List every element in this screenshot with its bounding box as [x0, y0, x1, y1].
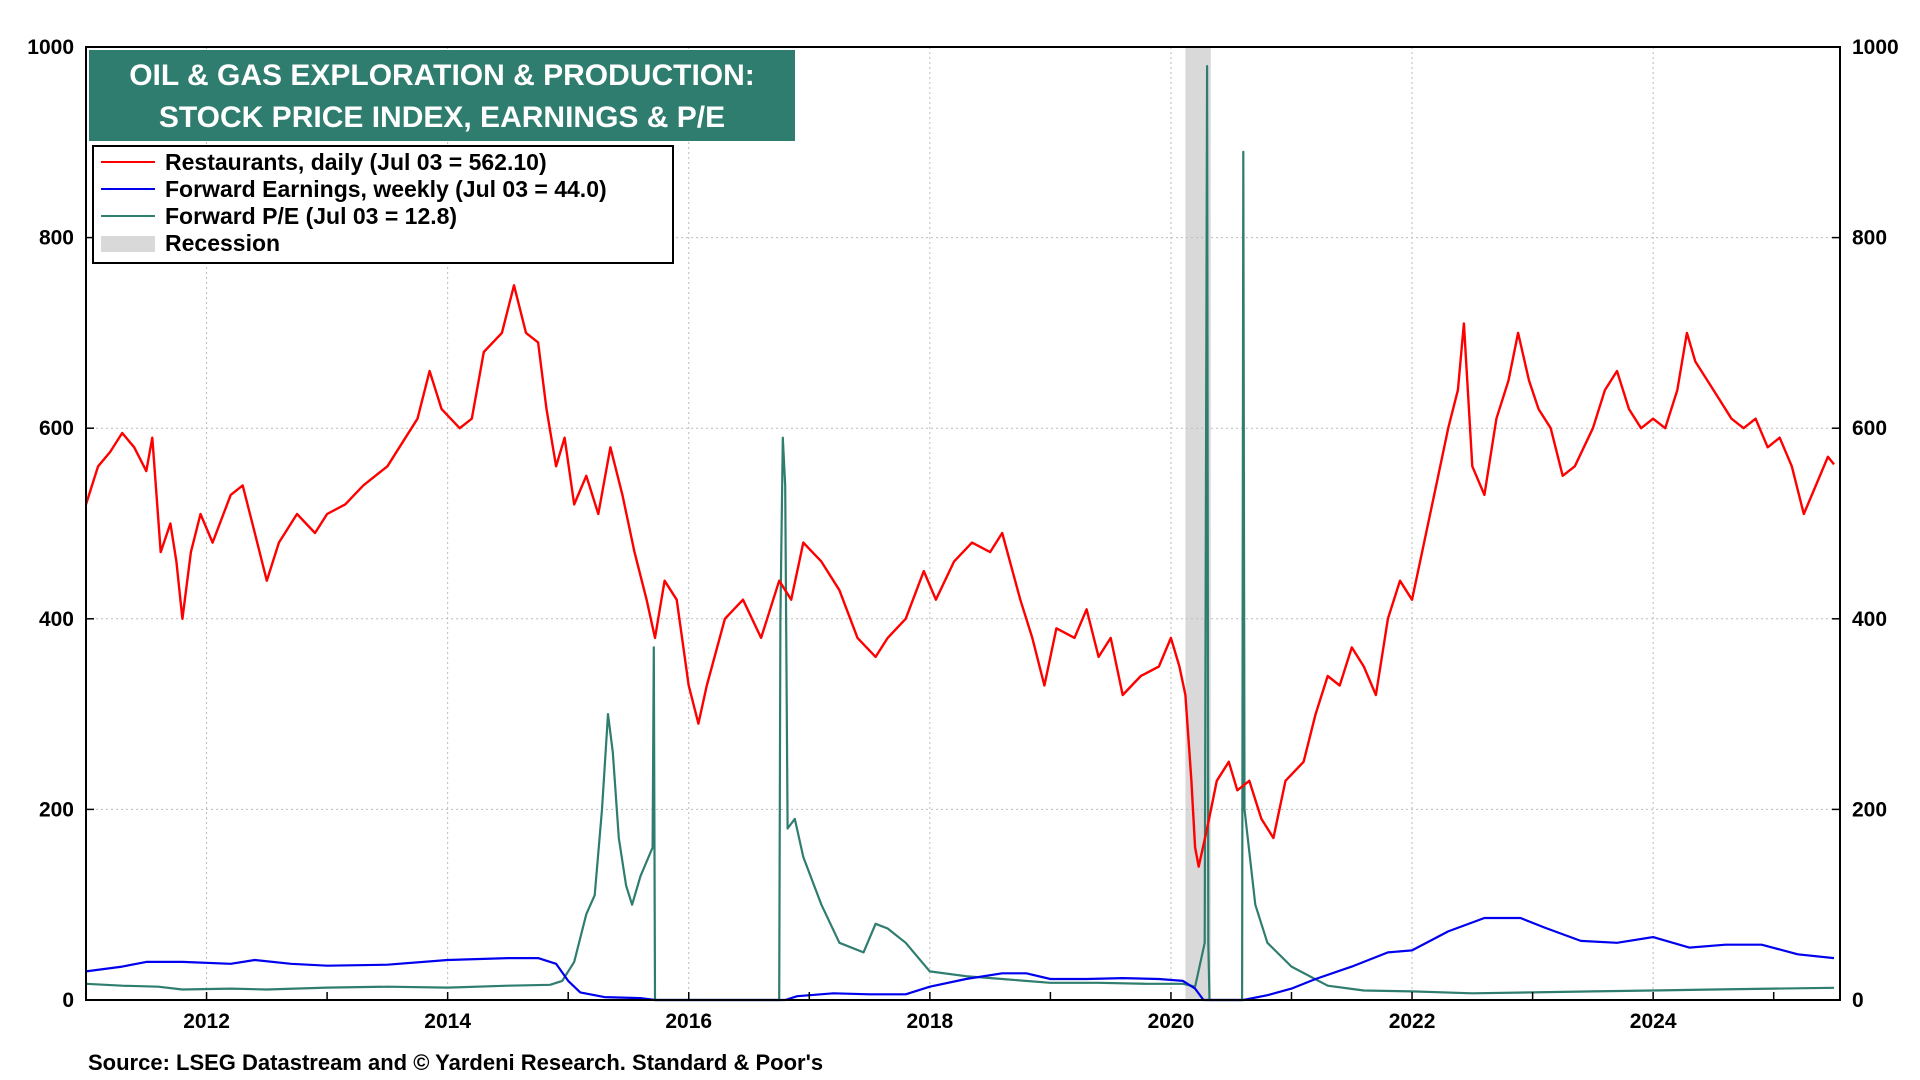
legend-label-restaurants: Restaurants, daily (Jul 03 = 562.10) [165, 149, 547, 175]
x-tick-label: 2016 [665, 1010, 712, 1033]
legend-label-recession: Recession [165, 230, 280, 256]
x-tick-label: 2018 [906, 1010, 953, 1033]
series-line-restaurants [84, 284, 1835, 868]
x-tick-label: 2024 [1630, 1010, 1677, 1033]
x-tick-label: 2022 [1389, 1010, 1436, 1033]
gridlines [86, 47, 1840, 1000]
y-tick-label-right: 400 [1852, 608, 1887, 631]
y-axis-left: 0 200 400 600 800 1000 [27, 36, 74, 1012]
chart-title-box: OIL & GAS EXPLORATION & PRODUCTION: STOC… [89, 50, 795, 141]
y-tick-label-left: 1000 [27, 36, 74, 59]
legend-swatch-recession [101, 236, 155, 252]
y-tick-label-right: 0 [1852, 989, 1864, 1012]
y-tick-label-right: 800 [1852, 227, 1887, 250]
series-line-forward-pe [85, 65, 1835, 1002]
tick-marks [85, 46, 1840, 1001]
legend-box [92, 145, 674, 264]
source-note: Source: LSEG Datastream and © Yardeni Re… [88, 1050, 823, 1075]
y-tick-label-left: 800 [39, 227, 74, 250]
y-tick-label-right: 600 [1852, 417, 1887, 440]
legend-label-forward-earnings: Forward Earnings, weekly (Jul 03 = 44.0) [165, 176, 607, 202]
series-layer [84, 65, 1835, 1002]
y-tick-label-left: 600 [39, 417, 74, 440]
y-tick-label-right: 200 [1852, 798, 1887, 821]
chart-title-line-1: OIL & GAS EXPLORATION & PRODUCTION: [129, 59, 755, 92]
plot-frame [85, 46, 1841, 1001]
x-axis: 2012 2014 2016 2018 2020 2022 2024 [183, 1010, 1677, 1033]
x-tick-label: 2012 [183, 1010, 230, 1033]
legend-label-forward-pe: Forward P/E (Jul 03 = 12.8) [165, 203, 457, 229]
y-tick-label-left: 200 [39, 798, 74, 821]
series-line-forward-earnings [85, 916, 1835, 1002]
legend: Restaurants, daily (Jul 03 = 562.10) For… [92, 145, 674, 264]
y-tick-label-right: 1000 [1852, 36, 1899, 59]
x-tick-label: 2020 [1148, 1010, 1195, 1033]
x-tick-label: 2014 [424, 1010, 471, 1033]
y-tick-label-left: 400 [39, 608, 74, 631]
y-tick-label-left: 0 [62, 989, 74, 1012]
chart-title-line-2: STOCK PRICE INDEX, EARNINGS & P/E [159, 101, 725, 134]
y-axis-right: 0 200 400 600 800 1000 [1852, 36, 1899, 1012]
